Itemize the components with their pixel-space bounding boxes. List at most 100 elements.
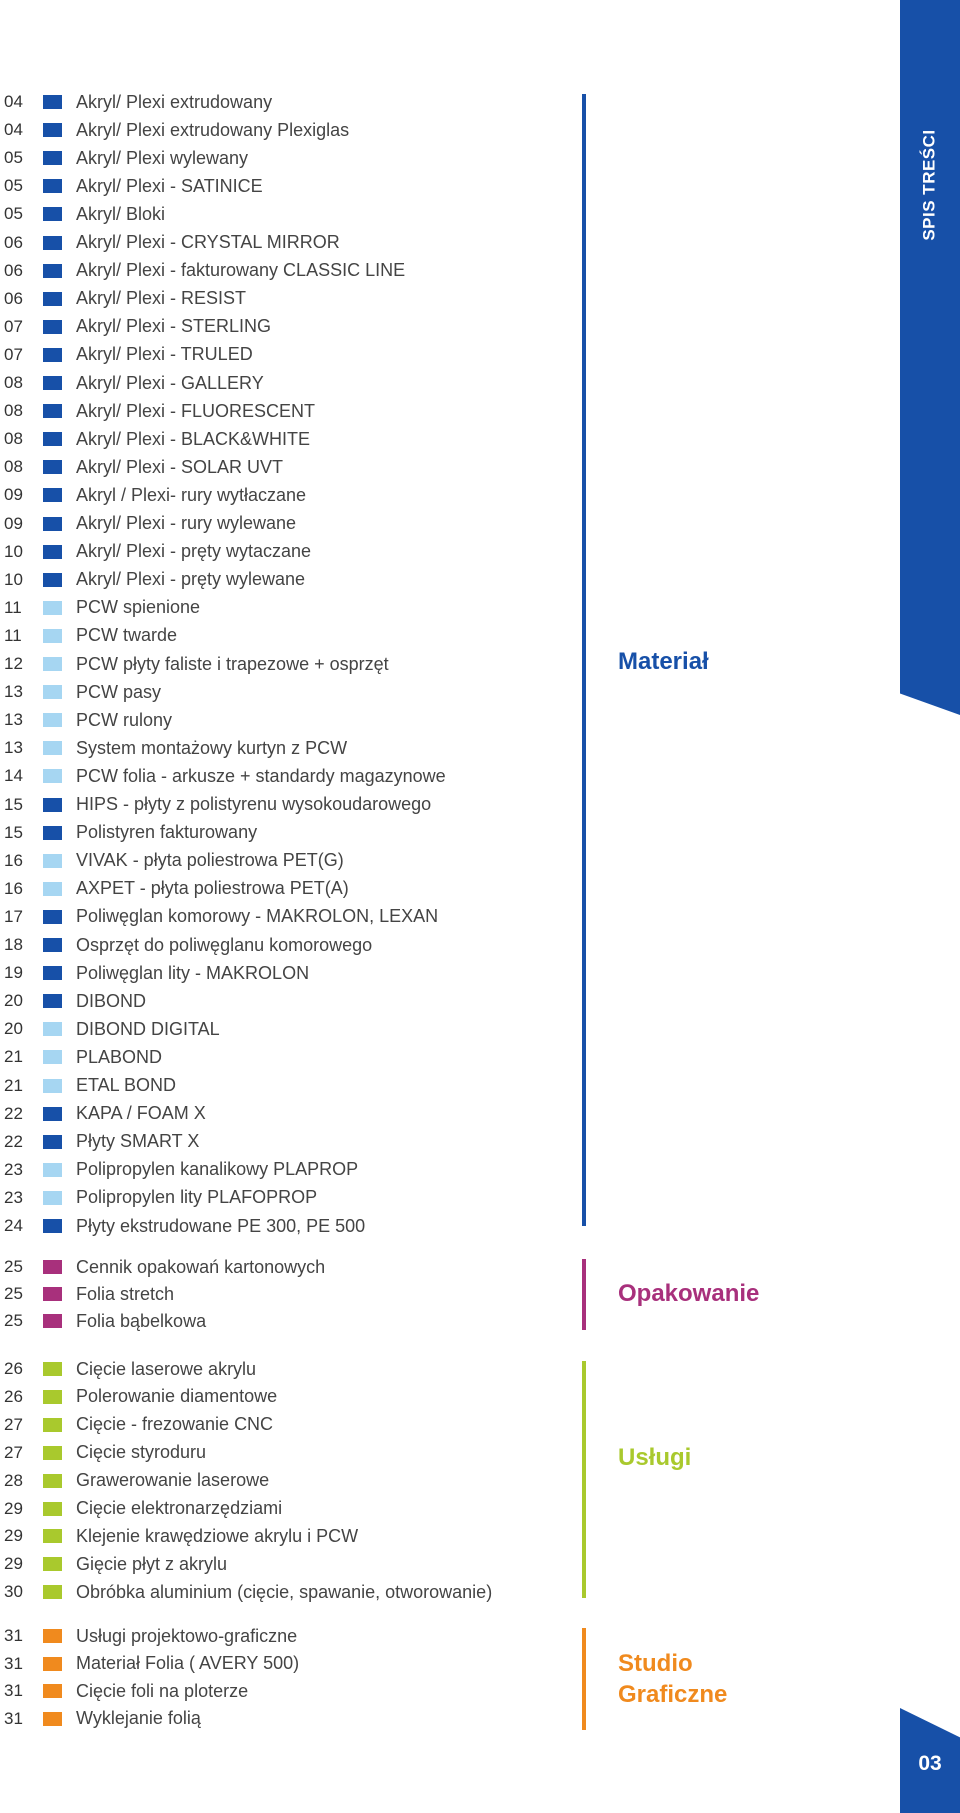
toc-entry-page: 06 bbox=[4, 288, 23, 308]
toc-entry-page: 13 bbox=[4, 738, 23, 758]
toc-entry-page: 15 bbox=[4, 822, 23, 842]
toc-entry-label: System montażowy kurtyn z PCW bbox=[76, 737, 348, 758]
toc-entry-label: Akryl/ Plexi extrudowany Plexiglas bbox=[76, 119, 350, 140]
color-swatch-icon bbox=[43, 1684, 62, 1699]
toc-entry-page: 11 bbox=[4, 597, 22, 617]
toc-entry-page: 22 bbox=[4, 1103, 23, 1123]
toc-entry-page: 27 bbox=[4, 1414, 23, 1434]
toc-entry-label: Akryl/ Plexi wylewany bbox=[76, 147, 249, 168]
toc-entry-page: 25 bbox=[4, 1257, 23, 1276]
toc-entry-label: DIBOND bbox=[76, 990, 147, 1011]
toc-entry-label: Usługi projektowo-graficzne bbox=[76, 1625, 298, 1646]
toc-entry-page: 08 bbox=[4, 457, 23, 477]
toc-entry-label: Poliwęglan komorowy - MAKROLON, LEXAN bbox=[76, 906, 439, 927]
color-swatch-icon bbox=[43, 263, 62, 278]
color-swatch-icon bbox=[43, 600, 62, 615]
color-swatch-icon bbox=[43, 994, 62, 1009]
color-swatch-icon bbox=[43, 1050, 62, 1065]
color-swatch-icon bbox=[43, 235, 62, 250]
toc-entry-label: DIBOND DIGITAL bbox=[76, 1018, 220, 1039]
color-swatch-icon bbox=[43, 516, 62, 531]
toc-entry-label: Cięcie - frezowanie CNC bbox=[76, 1414, 274, 1435]
toc-entry-label: Cięcie elektronarzędziami bbox=[76, 1498, 283, 1518]
color-swatch-icon bbox=[43, 713, 62, 728]
color-swatch-icon bbox=[43, 347, 62, 362]
color-swatch-icon bbox=[43, 488, 62, 503]
color-swatch-icon bbox=[43, 1219, 62, 1233]
toc-entry-page: 22 bbox=[4, 1131, 23, 1151]
section-title: Opakowanie bbox=[618, 1280, 760, 1307]
toc-entry-label: Wyklejanie folią bbox=[76, 1708, 201, 1729]
toc-entry-page: 31 bbox=[4, 1681, 23, 1701]
toc-entry-page: 04 bbox=[4, 92, 23, 111]
toc-entry-page: 25 bbox=[4, 1284, 23, 1303]
toc-entry-label: Akryl/ Bloki bbox=[76, 203, 166, 224]
color-swatch-icon bbox=[43, 769, 62, 784]
toc-entry-label: Akryl / Plexi- rury wytłaczane bbox=[76, 484, 307, 505]
toc-entry-page: 29 bbox=[4, 1554, 23, 1574]
toc-entry-label: Akryl/ Plexi - SOLAR UVT bbox=[76, 456, 284, 477]
section-divider-bar bbox=[582, 94, 586, 1226]
toc-entry-page: 14 bbox=[4, 766, 23, 786]
toc-entry-label: Cięcie styroduru bbox=[76, 1442, 207, 1463]
toc-entry-page: 31 bbox=[4, 1708, 23, 1728]
toc-entry-label: Polipropylen kanalikowy PLAPROP bbox=[76, 1159, 359, 1180]
toc-entry-page: 07 bbox=[4, 344, 23, 364]
toc-entry-label: Osprzęt do poliwęglanu komorowego bbox=[76, 934, 373, 955]
toc-entry-label: Akryl/ Plexi - CRYSTAL MIRROR bbox=[76, 232, 340, 252]
toc-entry-label: PCW rulony bbox=[76, 709, 173, 730]
toc-entry-label: Obróbka aluminium (cięcie, spawanie, otw… bbox=[76, 1581, 493, 1602]
toc-entry-label: Akryl/ Plexi - pręty wylewane bbox=[76, 569, 306, 590]
toc-entry-page: 26 bbox=[4, 1386, 23, 1406]
toc-entry-page: 31 bbox=[4, 1653, 23, 1673]
toc-entry-label: Akryl/ Plexi - rury wylewane bbox=[76, 513, 297, 533]
toc-entry-page: 04 bbox=[4, 120, 23, 140]
toc-entry-page: 29 bbox=[4, 1526, 23, 1546]
toc-entry-page: 07 bbox=[4, 316, 23, 336]
color-swatch-icon bbox=[43, 628, 62, 643]
toc-entry-label: Cięcie foli na ploterze bbox=[76, 1680, 249, 1701]
section-title: Studio Graficzne bbox=[618, 1650, 728, 1708]
toc-entry-label: Folia bąbelkowa bbox=[76, 1310, 207, 1331]
toc-entry-label: Płyty ekstrudowane PE 300, PE 500 bbox=[76, 1215, 366, 1236]
toc-entry-page: 15 bbox=[4, 794, 23, 814]
toc-entry-page: 09 bbox=[4, 485, 23, 505]
toc-entry-label: HIPS - płyty z polistyrenu wysokoudarowe… bbox=[76, 794, 432, 814]
side-tab-background bbox=[900, 0, 960, 715]
toc-entry-label: AXPET - płyta poliestrowa PET(A) bbox=[76, 878, 349, 899]
color-swatch-icon bbox=[43, 432, 62, 447]
color-swatch-icon bbox=[43, 1557, 62, 1572]
color-swatch-icon bbox=[43, 966, 62, 981]
color-swatch-icon bbox=[43, 1445, 62, 1460]
toc-entry-page: 20 bbox=[4, 1019, 23, 1039]
toc-entry-page: 31 bbox=[4, 1626, 23, 1645]
color-swatch-icon bbox=[43, 938, 62, 952]
toc-entry-page: 08 bbox=[4, 401, 23, 421]
toc-entry-label: Folia stretch bbox=[76, 1283, 175, 1304]
toc-entry-label: Akryl/ Plexi - FLUORESCENT bbox=[76, 400, 316, 421]
color-swatch-icon bbox=[43, 1134, 62, 1149]
color-swatch-icon bbox=[43, 95, 62, 109]
toc-entry-label: Akryl/ Plexi - TRULED bbox=[76, 344, 253, 365]
toc-entry-label: PCW płyty faliste i trapezowe + osprzęt bbox=[76, 653, 389, 674]
color-swatch-icon bbox=[43, 1501, 62, 1516]
toc-entry-page: 18 bbox=[4, 935, 23, 954]
toc-entry-page: 19 bbox=[4, 963, 23, 983]
color-swatch-icon bbox=[43, 1162, 62, 1177]
color-swatch-icon bbox=[43, 123, 62, 138]
color-swatch-icon bbox=[43, 376, 62, 390]
toc-entry-label: Płyty SMART X bbox=[76, 1131, 200, 1152]
toc-entry-label: Akryl/ Plexi - GALLERY bbox=[76, 372, 264, 393]
toc-entry-page: 23 bbox=[4, 1187, 23, 1207]
color-swatch-icon bbox=[43, 797, 62, 812]
toc-entry-label: Polistyren fakturowany bbox=[76, 822, 258, 843]
color-swatch-icon bbox=[43, 291, 62, 306]
toc-entry-page: 20 bbox=[4, 991, 23, 1011]
color-swatch-icon bbox=[43, 909, 62, 924]
toc-entry-page: 26 bbox=[4, 1359, 23, 1378]
toc-entry-label: Akryl/ Plexi extrudowany bbox=[76, 91, 273, 112]
section-divider-bar bbox=[582, 1628, 586, 1730]
toc-entry-label: PCW pasy bbox=[76, 681, 162, 702]
color-swatch-icon bbox=[43, 1711, 62, 1726]
color-swatch-icon bbox=[43, 1629, 62, 1643]
